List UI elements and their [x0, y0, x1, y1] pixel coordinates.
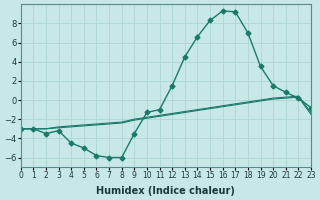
- X-axis label: Humidex (Indice chaleur): Humidex (Indice chaleur): [96, 186, 235, 196]
